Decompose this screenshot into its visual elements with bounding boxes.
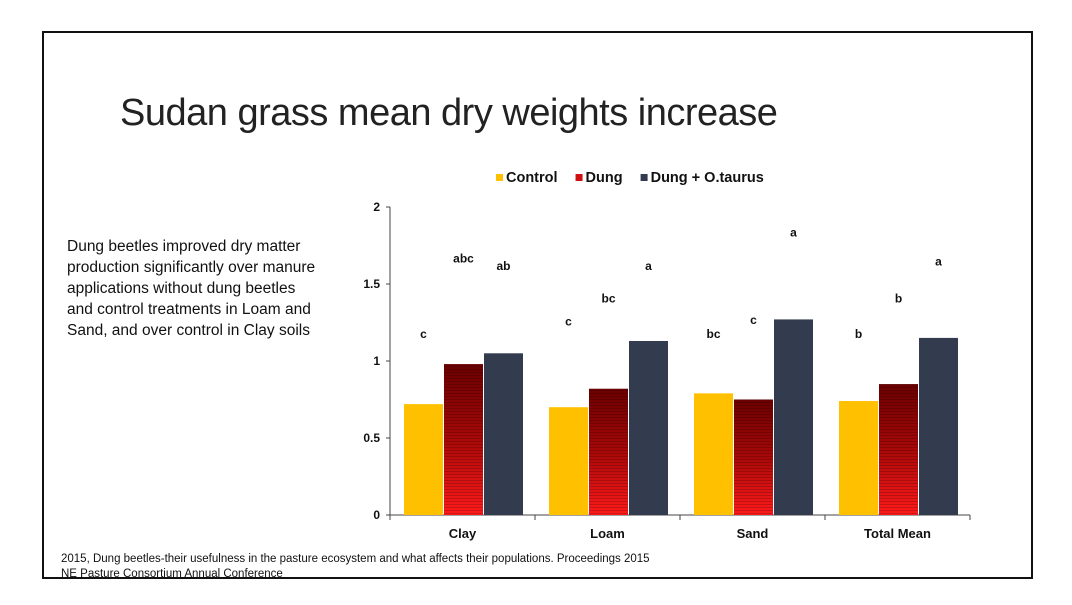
legend-swatch-1 xyxy=(575,174,583,181)
bar-dung-o-taurus-total-mean xyxy=(919,337,958,515)
x-category-label: Clay xyxy=(449,526,477,541)
citation-line-1: 2015, Dung beetles-their usefulness in t… xyxy=(61,553,650,565)
bar-control-sand xyxy=(694,393,733,515)
bar-control-total-mean xyxy=(839,401,878,515)
legend-label: Dung xyxy=(586,170,623,186)
y-tick-label: 1.5 xyxy=(363,277,380,291)
significance-letter: c xyxy=(565,315,572,329)
y-tick-label: 0 xyxy=(373,508,380,522)
bar-dung-o-taurus-loam xyxy=(629,340,668,515)
bar-stripe-overlay xyxy=(589,388,628,515)
x-category-label: Sand xyxy=(737,526,769,541)
significance-letter: b xyxy=(895,291,902,305)
significance-letter: a xyxy=(935,255,942,269)
bar-dung-o-taurus-sand xyxy=(774,319,813,515)
y-tick-label: 0.5 xyxy=(363,431,380,445)
bar-stripe-overlay xyxy=(734,399,773,515)
legend-label: Control xyxy=(506,170,558,186)
bar-stripe-overlay xyxy=(444,364,483,515)
significance-letter: c xyxy=(750,313,757,327)
slide-frame xyxy=(42,31,1033,579)
bar-control-clay xyxy=(404,404,443,515)
citation-line-2: NE Pasture Consortium Annual Conference xyxy=(61,568,283,580)
significance-letter: a xyxy=(645,259,652,273)
slide-title: Sudan grass mean dry weights increase xyxy=(120,92,778,134)
y-tick-label: 1 xyxy=(373,354,380,368)
significance-letter: b xyxy=(855,327,862,341)
citation: 2015, Dung beetles-their usefulness in t… xyxy=(61,552,961,582)
bar-control-loam xyxy=(549,407,588,515)
significance-letter: bc xyxy=(706,327,720,341)
significance-letter: bc xyxy=(601,291,615,305)
legend-label: Dung + O.taurus xyxy=(651,170,764,186)
significance-letter: a xyxy=(790,225,797,239)
legend-swatch-0 xyxy=(496,174,503,181)
bar-dung-o-taurus-clay xyxy=(484,353,523,515)
significance-letter: ab xyxy=(496,259,510,273)
significance-letter: c xyxy=(420,327,427,341)
x-category-label: Loam xyxy=(590,526,625,541)
bar-stripe-overlay xyxy=(879,384,918,515)
significance-letter: abc xyxy=(453,251,474,265)
x-category-label: Total Mean xyxy=(864,526,931,541)
slide-body-text: Dung beetles improved dry matter product… xyxy=(67,238,316,339)
legend-swatch-2 xyxy=(640,174,648,181)
y-tick-label: 2 xyxy=(373,200,380,214)
